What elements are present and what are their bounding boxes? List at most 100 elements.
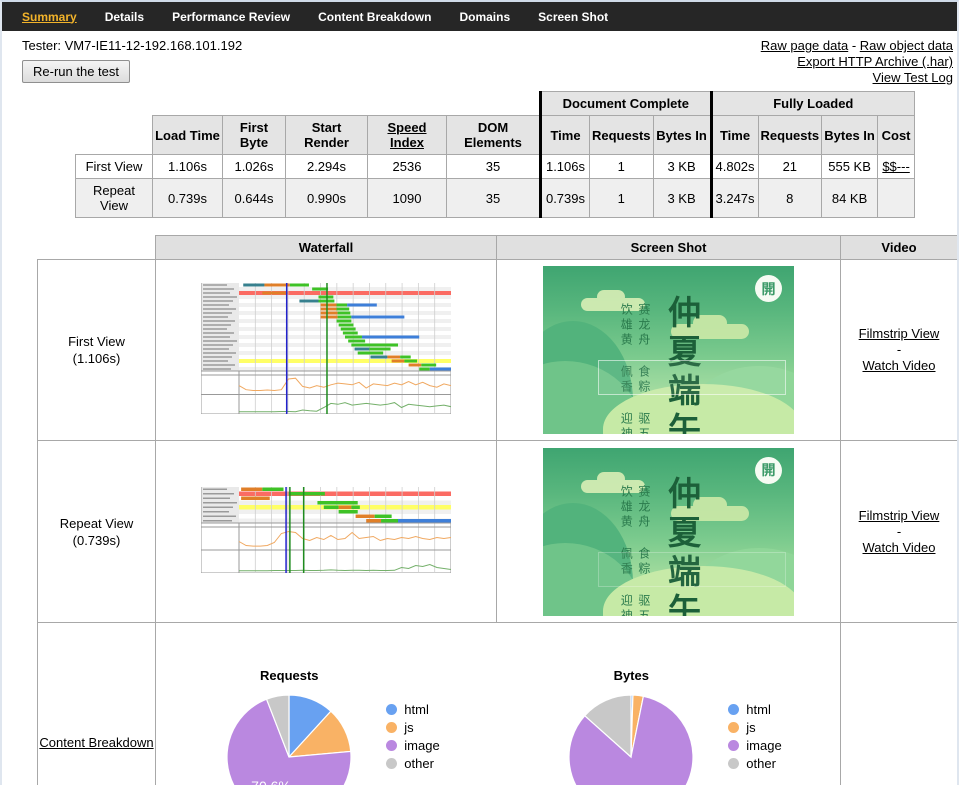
col-screen-shot: Screen Shot xyxy=(496,235,841,260)
raw-object-data-link[interactable]: Raw object data xyxy=(859,38,953,53)
bytes-pie-block: Bytes 83.4% html js image other xyxy=(498,668,840,785)
video-cell-repeat-view: Filmstrip View - Watch Video xyxy=(840,440,957,623)
group-header-document-complete: Document Complete xyxy=(539,91,712,116)
rv-full-time: 3.247s xyxy=(709,178,759,218)
raw-page-data-link[interactable]: Raw page data xyxy=(760,38,849,53)
fv-speed-index: 2536 xyxy=(367,154,447,179)
tab-summary[interactable]: Summary xyxy=(22,9,77,24)
first-view-detail-label: First View (1.106s) xyxy=(37,259,156,441)
tab-domains[interactable]: Domains xyxy=(459,9,511,24)
watch-video-link[interactable]: Watch Video xyxy=(862,539,936,555)
rv-doc-time: 0.739s xyxy=(539,178,590,218)
table-row-first-view-detail: First View (1.106s) 開 饮雄黄 佩香 迎 xyxy=(37,259,957,441)
rv-start-render: 0.990s xyxy=(285,178,368,218)
legend-swatch-other xyxy=(386,757,398,769)
svg-text:70.6%: 70.6% xyxy=(251,777,291,785)
view-name: First View xyxy=(68,334,125,349)
content-breakdown-link[interactable]: Content Breakdown xyxy=(39,735,154,750)
legend-swatch-image xyxy=(728,739,740,751)
rv-dom-elements: 35 xyxy=(446,178,541,218)
export-har-line: Export HTTP Archive (.har) xyxy=(761,54,953,70)
first-view-row-label: First View xyxy=(75,154,153,179)
rv-full-requests: 8 xyxy=(757,178,823,218)
legend-label: image xyxy=(746,737,782,753)
legend-item: other xyxy=(728,756,781,771)
video-links: Filmstrip View - Watch Video xyxy=(841,508,957,556)
tab-content-breakdown[interactable]: Content Breakdown xyxy=(318,9,432,24)
fv-full-bytes: 555 KB xyxy=(821,154,879,179)
festival-title: 仲夏端午 xyxy=(663,294,701,434)
bytes-pie-chart: 83.4% xyxy=(568,693,694,785)
rv-full-bytes: 84 KB xyxy=(821,178,879,218)
view-name: Repeat View xyxy=(59,515,134,531)
video-links: Filmstrip View - Watch Video xyxy=(841,326,957,374)
group-header-fully-loaded: Fully Loaded xyxy=(709,91,916,116)
group-header-row: Document Complete Fully Loaded xyxy=(75,91,916,116)
fv-start-render: 2.294s xyxy=(285,154,368,179)
export-har-link[interactable]: Export HTTP Archive (.har) xyxy=(797,54,953,69)
requests-chart-title: Requests xyxy=(260,667,319,683)
waterfall-cell-first-view xyxy=(155,259,497,441)
festival-title: 仲夏端午 xyxy=(663,476,701,616)
tester-block: Tester: VM7-IE11-12-192.168.101.192 Re-r… xyxy=(22,38,242,86)
rv-doc-requests: 1 xyxy=(589,178,654,218)
waterfall-thumbnail-first-view[interactable] xyxy=(200,282,452,415)
fv-doc-requests: 1 xyxy=(589,154,654,179)
video-link-separator: - xyxy=(896,342,902,357)
screenshot-thumbnail-first-view[interactable]: 開 饮雄黄 佩香 迎神 赛龙舟 食粽 驱五 仲夏端午 xyxy=(543,266,794,434)
video-cell-first-view: Filmstrip View - Watch Video xyxy=(840,259,957,441)
site-logo: 開 xyxy=(755,456,782,484)
legend-swatch-js xyxy=(728,721,740,733)
tab-screen-shot[interactable]: Screen Shot xyxy=(538,9,609,24)
side-caption: 饮雄黄 佩香 迎神 xyxy=(619,303,634,434)
col-doc-bytes: Bytes In xyxy=(652,115,712,155)
col-start-render: Start Render xyxy=(285,115,368,155)
fv-first-byte: 1.026s xyxy=(222,154,286,179)
side-caption: 赛龙舟 食粽 驱五 xyxy=(636,303,651,434)
detail-table: Waterfall Screen Shot Video First View (… xyxy=(37,235,957,785)
legend-item: image xyxy=(386,738,440,753)
tab-performance-review[interactable]: Performance Review xyxy=(172,9,291,24)
svg-text:83.4%: 83.4% xyxy=(622,781,662,785)
waterfall-thumbnail-repeat-view[interactable] xyxy=(200,486,452,574)
view-test-log-link[interactable]: View Test Log xyxy=(872,70,953,85)
filmstrip-view-link[interactable]: Filmstrip View xyxy=(858,326,940,341)
legend-label: js xyxy=(746,719,756,735)
rv-load-time: 0.739s xyxy=(152,178,223,218)
content-breakdown-label-cell: Content Breakdown xyxy=(37,622,156,785)
view-time: (1.106s) xyxy=(72,351,121,366)
legend-swatch-other xyxy=(728,757,740,769)
site-logo: 開 xyxy=(755,275,782,302)
detail-header-row: Waterfall Screen Shot Video xyxy=(37,235,957,260)
legend-item: js xyxy=(386,720,439,735)
export-links: Raw page data - Raw object data Export H… xyxy=(761,38,953,86)
col-cost: Cost xyxy=(877,115,916,155)
view-log-line: View Test Log xyxy=(761,70,953,86)
watch-video-link[interactable]: Watch Video xyxy=(862,358,936,373)
rerun-test-button[interactable]: Re-run the test xyxy=(22,60,130,83)
video-cell-breakdown-empty xyxy=(840,622,957,785)
col-doc-requests: Requests xyxy=(589,115,654,155)
speed-index-link[interactable]: Speed Index xyxy=(387,120,427,150)
legend-item: html xyxy=(386,702,439,717)
cloud-shape xyxy=(671,496,749,521)
tab-details[interactable]: Details xyxy=(104,9,145,24)
col-full-time: Time xyxy=(709,115,759,155)
legend-swatch-js xyxy=(386,721,398,733)
fv-doc-bytes: 3 KB xyxy=(652,154,712,179)
legend-label: other xyxy=(404,755,434,771)
cost-link[interactable]: $$--- xyxy=(882,159,910,174)
column-header-row: Load Time First Byte Start Render Speed … xyxy=(75,115,916,155)
cloud-shape xyxy=(581,471,645,493)
filmstrip-view-link[interactable]: Filmstrip View xyxy=(858,507,940,523)
detail-label-header xyxy=(37,235,156,260)
content-breakdown-cell: Requests 70.6% html js image other xyxy=(155,622,841,785)
screenshot-thumbnail-repeat-view[interactable]: 開 饮雄黄 佩香 迎神 赛龙舟 食粽 驱五 仲夏端午 xyxy=(543,447,794,616)
rv-first-byte: 0.644s xyxy=(222,178,286,218)
fv-full-time: 4.802s xyxy=(709,154,759,179)
col-first-byte: First Byte xyxy=(222,115,286,155)
row-label-header xyxy=(75,115,153,155)
repeat-view-row-label: Repeat View xyxy=(75,178,153,218)
requests-legend: html js image other xyxy=(386,702,440,774)
